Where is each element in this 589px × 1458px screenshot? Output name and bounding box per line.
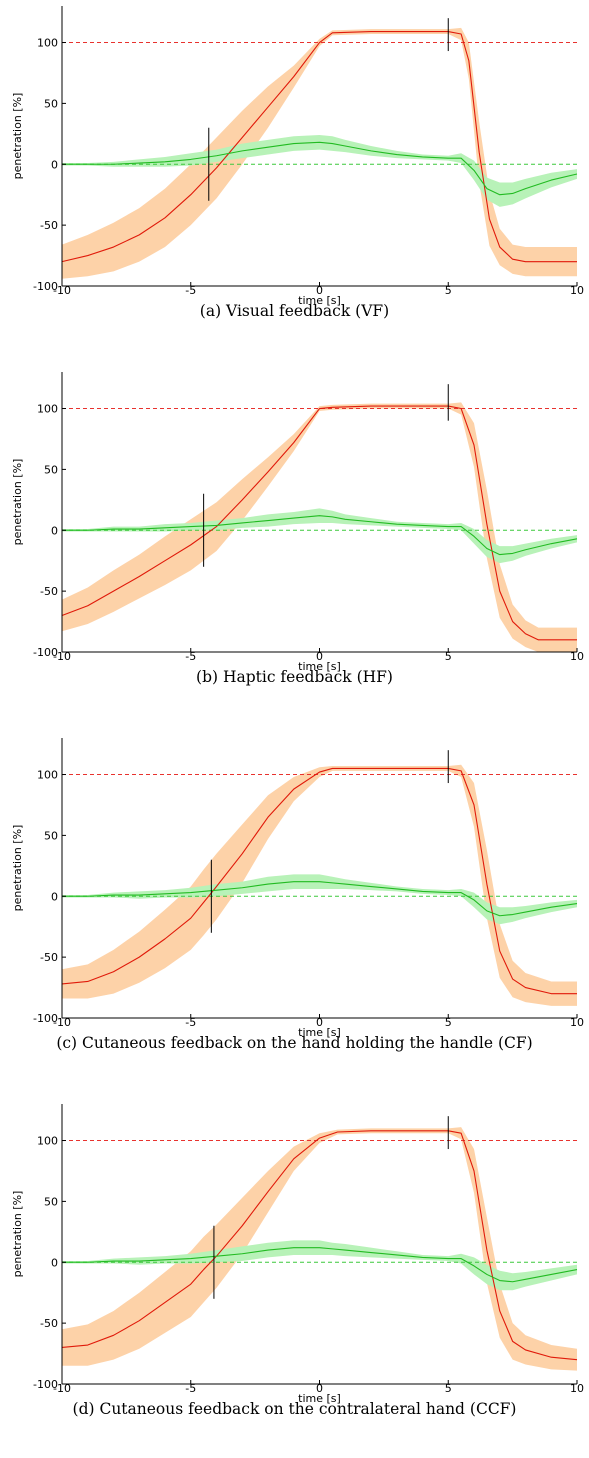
x-tick-label: -5 [185,1016,196,1029]
y-tick-label: 100 [37,37,58,50]
panel-d: -100 -50 0 50 100 -10 -5 0 5 10 time [s] penetratio… [0,1098,589,1458]
series-0-line [61,31,577,263]
y-tick-label: -100 [33,646,58,659]
y-tick-label: 100 [37,1135,58,1148]
y-axis-label: penetration [%] [11,825,24,912]
x-tick-label: 0 [316,284,323,297]
y-tick-label: -100 [33,280,58,293]
x-tick-label: -5 [185,284,196,297]
panel-a: -100 -50 0 50 100 -10 -5 0 5 10 time [s] penetratio… [0,0,589,360]
y-tick-label: -50 [40,585,58,598]
y-axis-label: penetration [%] [11,1191,24,1278]
figure-caption: (a) Visual feedback (VF) [199,302,390,320]
x-axis-label: time [s] [298,1026,341,1039]
x-tick-label: 5 [445,650,452,663]
x-tick-label: 5 [445,1016,452,1029]
series-1-line [62,1247,578,1283]
x-tick-label: -5 [185,650,196,663]
x-tick-label: 0 [316,1382,323,1395]
series-0-line [61,1130,578,1361]
series-1-band [62,135,577,207]
x-tick-label: 0 [316,650,323,663]
x-tick-label: 10 [570,650,584,663]
x-tick-label: 5 [445,284,452,297]
y-tick-label: -100 [33,1012,58,1025]
series-0-band [62,27,577,279]
y-tick-label: 50 [44,1195,58,1208]
series-0-band [62,402,577,652]
x-tick-label: 10 [570,284,584,297]
y-tick-label: 50 [44,97,58,110]
series-0-line [61,767,577,995]
x-axis-label: time [s] [298,660,341,673]
x-axis-label: time [s] [298,294,341,307]
series-1-line [62,881,578,917]
y-axis-label: penetration [%] [11,93,24,180]
x-tick-label: 0 [316,1016,323,1029]
x-tick-label: -10 [53,650,71,663]
y-tick-label: 50 [44,463,58,476]
series-1-line [62,141,578,196]
x-tick-label: -5 [185,1382,196,1395]
y-tick-label: 0 [51,1256,58,1269]
x-tick-label: 5 [445,1382,452,1395]
y-tick-label: -50 [40,951,58,964]
y-tick-label: 0 [51,890,58,903]
y-tick-label: 0 [51,524,58,537]
y-axis-label: penetration [%] [11,459,24,546]
x-tick-label: 10 [570,1016,584,1029]
x-axis-label: time [s] [298,1392,341,1405]
y-tick-label: -100 [33,1378,58,1391]
y-tick-label: 100 [37,769,58,782]
y-tick-label: 100 [37,403,58,416]
x-tick-label: 10 [570,1382,584,1395]
y-tick-label: -50 [40,219,58,232]
y-tick-label: -50 [40,1317,58,1330]
figure-caption: (c) Cutaneous feedback on the hand holdi… [56,1034,533,1052]
panel-c: -100 -50 0 50 100 -10 -5 0 5 10 time [s] penetratio… [0,732,589,1092]
series-0-line [61,405,577,641]
series-0-band [62,1127,577,1371]
x-tick-label: -10 [53,1016,71,1029]
series-1-line [62,515,578,556]
panel-b: -100 -50 0 50 100 -10 -5 0 5 10 time [s] penetratio… [0,366,589,726]
figure-caption: (d) Cutaneous feedback on the contralate… [72,1400,517,1418]
series-0-band [62,764,577,1006]
x-tick-label: -10 [53,1382,71,1395]
figure-caption: (b) Haptic feedback (HF) [196,668,393,686]
y-tick-label: 0 [51,158,58,171]
y-tick-label: 50 [44,829,58,842]
x-tick-label: -10 [53,284,71,297]
